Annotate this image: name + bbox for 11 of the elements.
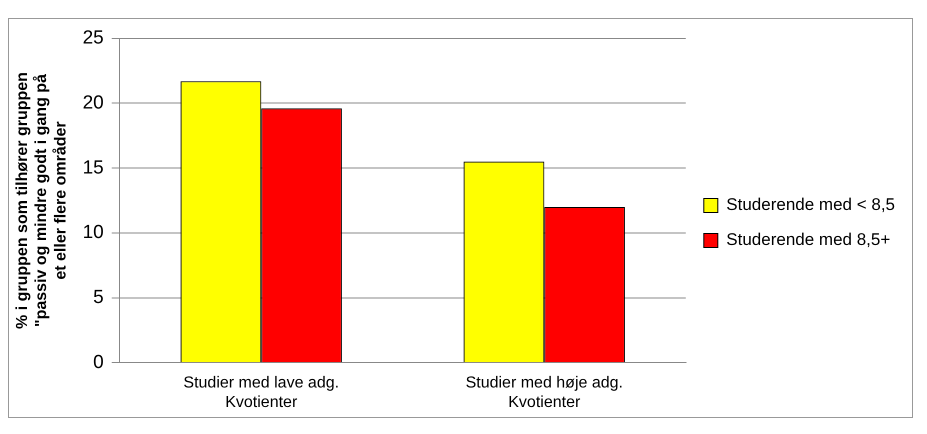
y-axis-title: % i gruppen som tilhører gruppen "passiv og mindre godt i gang på et eller flere områder — [14, 72, 70, 329]
legend-label: Studerende med 8,5+ — [726, 230, 890, 250]
x-tick-label: Studier med høje adg. Kvotienter — [466, 374, 623, 411]
y-tick-label: 20 — [82, 92, 104, 114]
legend-label: Studerende med < 8,5 — [726, 195, 896, 214]
y-tick-label: 5 — [93, 286, 104, 308]
y-tick-label: 10 — [82, 222, 104, 244]
y-tick-label: 15 — [82, 157, 104, 178]
y-tick-label: 25 — [82, 28, 104, 49]
x-tick-label: Studier med lave adg. Kvotienter — [183, 374, 340, 411]
y-tick-label: 0 — [93, 352, 104, 373]
